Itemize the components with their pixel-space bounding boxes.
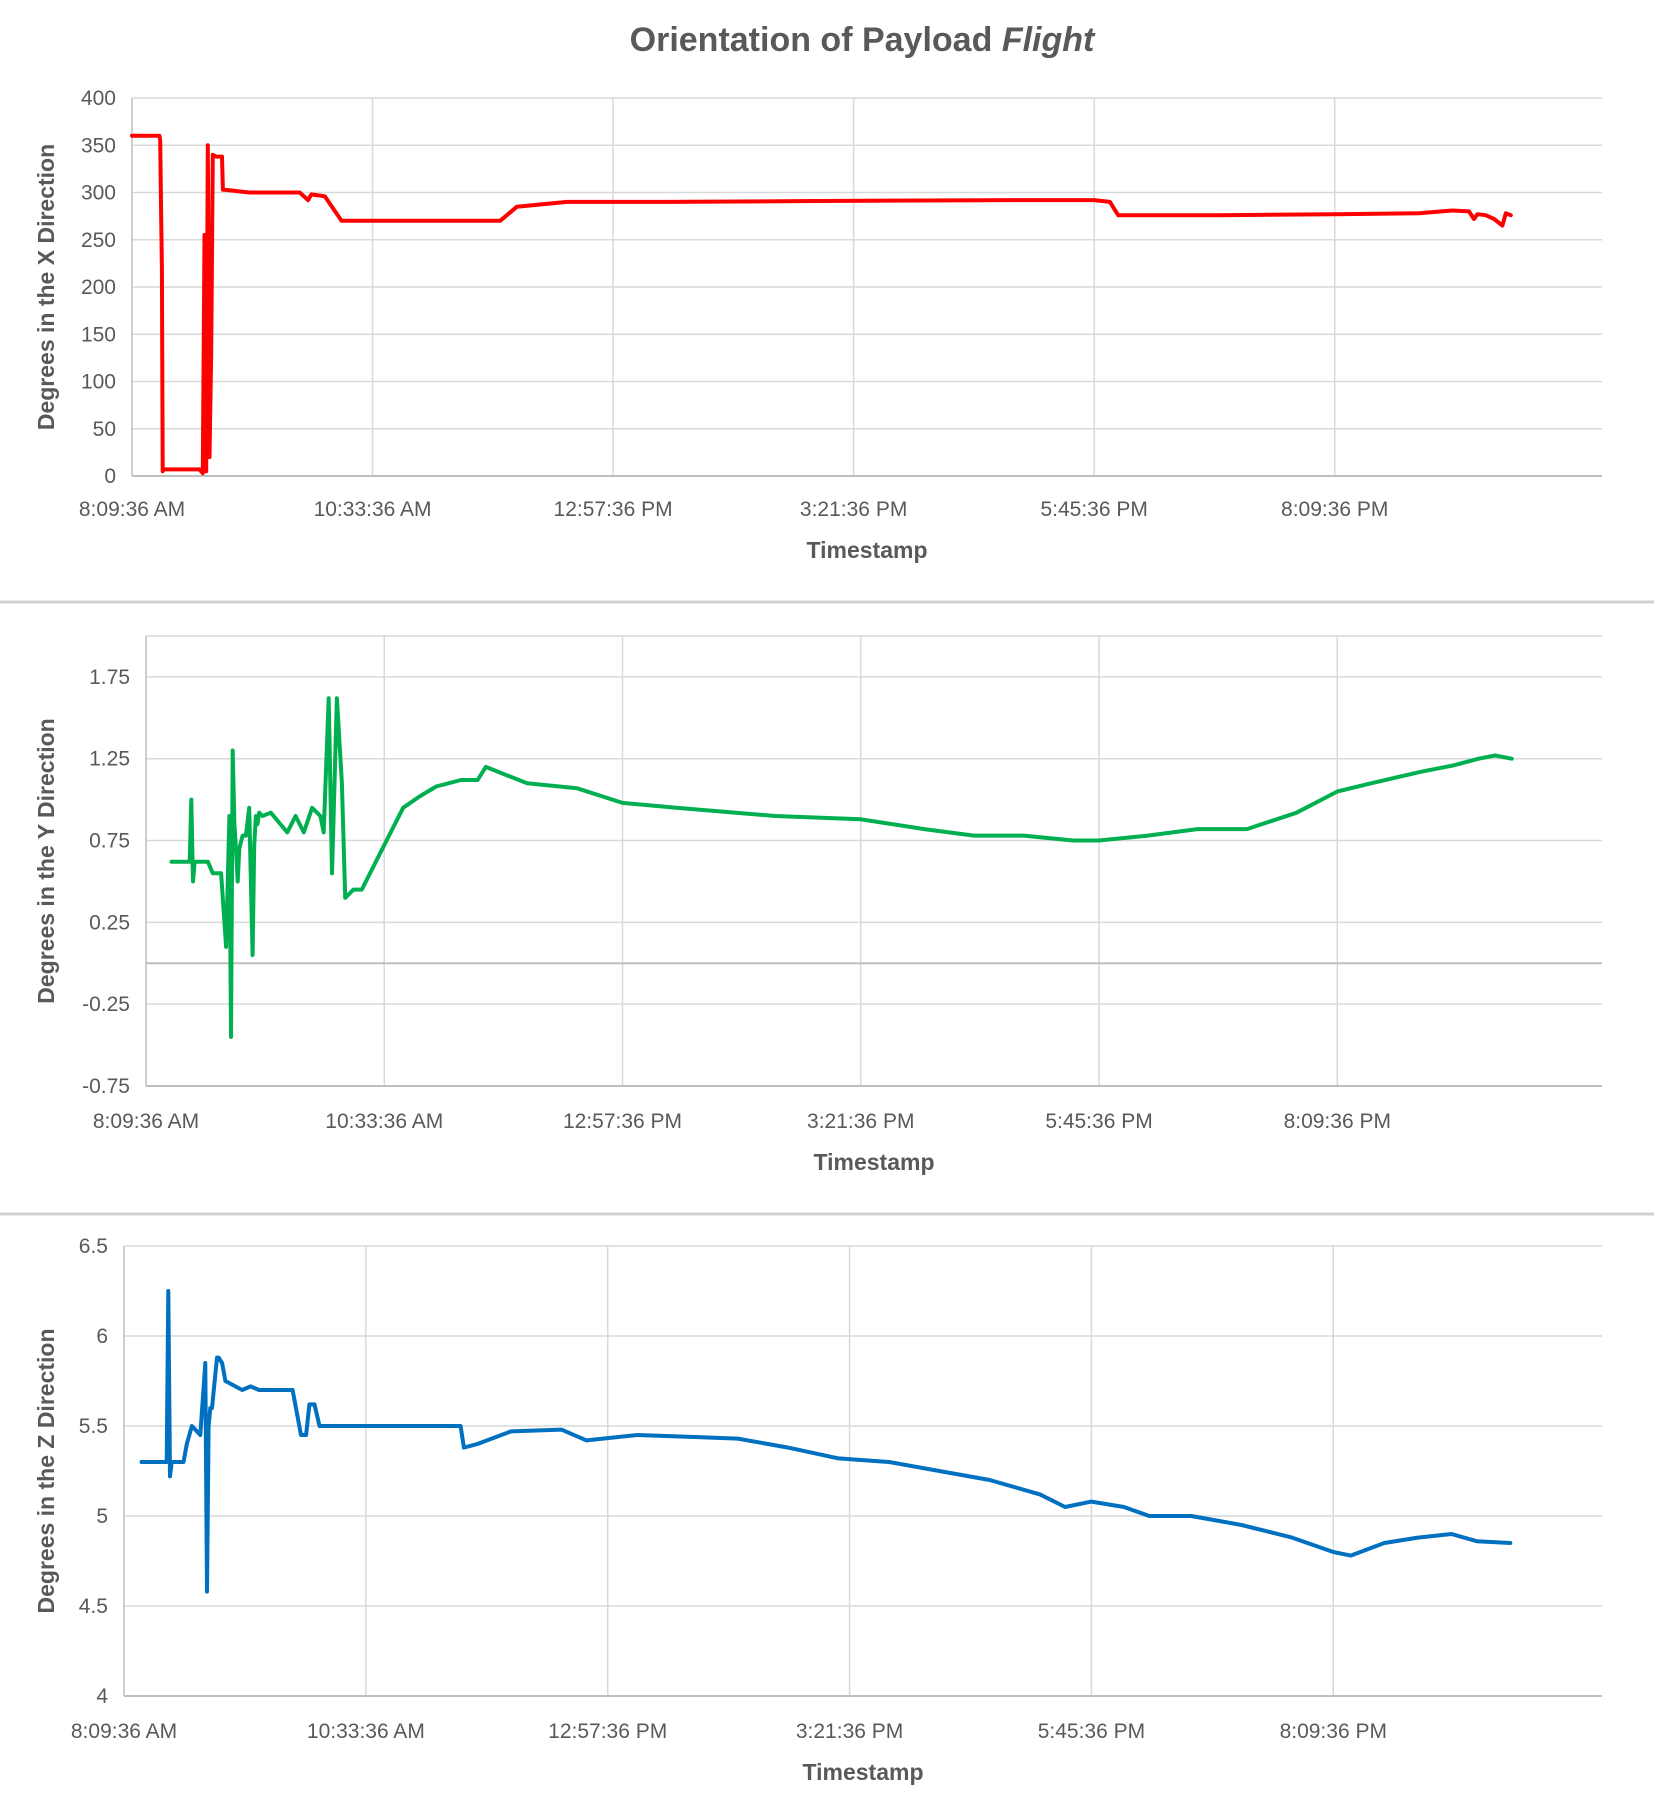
y-tick-label: 1.25 bbox=[89, 748, 130, 771]
y-tick-label: 0 bbox=[104, 465, 116, 488]
y-tick-label: 350 bbox=[81, 134, 116, 157]
y-tick-label: 5 bbox=[96, 1505, 108, 1528]
x-tick-label: 8:09:36 AM bbox=[79, 498, 185, 521]
series-line bbox=[130, 133, 1513, 476]
chart-title-italic: Flight bbox=[1002, 21, 1096, 59]
y-tick-label: 400 bbox=[81, 87, 116, 110]
y-tick-label: 5.5 bbox=[79, 1415, 108, 1438]
series-line bbox=[169, 696, 1514, 1039]
x-tick-label: 10:33:36 AM bbox=[325, 1110, 443, 1133]
x-tick-label: 12:57:36 PM bbox=[563, 1110, 682, 1133]
y-tick-label: 250 bbox=[81, 229, 116, 252]
chart-title-main: Orientation of Payload bbox=[630, 21, 1002, 59]
y-tick-label: -0.75 bbox=[82, 1075, 130, 1098]
chart-panel-3: 4 4.5 5 5.5 6 6.5 8:09:36 AM 10:33:36 AM 12:57:3… bbox=[33, 1235, 1602, 1785]
y-tick-label: 100 bbox=[81, 371, 116, 394]
y-tick-label: 300 bbox=[81, 182, 116, 205]
x-tick-label: 8:09:36 AM bbox=[93, 1110, 199, 1133]
x-tick-label: 8:09:36 PM bbox=[1284, 1110, 1391, 1133]
y-tick-label: 1.75 bbox=[89, 666, 130, 689]
y-tick-label: 200 bbox=[81, 276, 116, 299]
x-tick-label: 10:33:36 AM bbox=[314, 498, 432, 521]
y-tick-label: 6 bbox=[96, 1325, 108, 1348]
x-tick-label: 8:09:36 AM bbox=[71, 1720, 177, 1743]
x-tick-label: 12:57:36 PM bbox=[554, 498, 673, 521]
x-axis-title: Timestamp bbox=[813, 1149, 934, 1175]
y-axis-title: Degrees in the X Direction bbox=[33, 144, 59, 430]
x-tick-label: 3:21:36 PM bbox=[807, 1110, 914, 1133]
x-tick-label: 5:45:36 PM bbox=[1045, 1110, 1152, 1133]
x-tick-label: 8:09:36 PM bbox=[1281, 498, 1388, 521]
y-tick-label: 0.25 bbox=[89, 911, 130, 934]
chart-title: Orientation of Payload Flight bbox=[630, 21, 1096, 59]
y-tick-label: 50 bbox=[93, 418, 116, 441]
x-tick-label: 5:45:36 PM bbox=[1038, 1720, 1145, 1743]
chart-panel-2: -0.75 -0.25 0.25 0.75 1.25 1.75 8:09:36 AM 10:3… bbox=[33, 635, 1602, 1175]
y-tick-label: 150 bbox=[81, 323, 116, 346]
x-tick-label: 12:57:36 PM bbox=[548, 1720, 667, 1743]
x-tick-label: 5:45:36 PM bbox=[1040, 498, 1147, 521]
x-tick-label: 10:33:36 AM bbox=[307, 1720, 425, 1743]
y-tick-label: 0.75 bbox=[89, 830, 130, 853]
x-tick-label: 3:21:36 PM bbox=[796, 1720, 903, 1743]
chart-panel-1: 0 50 100 150 200 250 300 350 400 8:09:36 AM 10:33:… bbox=[33, 87, 1602, 563]
y-tick-label: 6.5 bbox=[79, 1235, 108, 1258]
y-axis-title: Degrees in the Z Direction bbox=[33, 1328, 59, 1613]
y-tick-label: -0.25 bbox=[82, 993, 130, 1016]
y-tick-label: 4.5 bbox=[79, 1595, 108, 1618]
x-tick-label: 8:09:36 PM bbox=[1280, 1720, 1387, 1743]
y-tick-label: 4 bbox=[96, 1685, 108, 1708]
y-axis-title: Degrees in the Y Direction bbox=[33, 718, 59, 1003]
x-tick-label: 3:21:36 PM bbox=[800, 498, 907, 521]
x-axis-title: Timestamp bbox=[806, 537, 927, 563]
series-line bbox=[139, 1289, 1513, 1594]
x-axis-title: Timestamp bbox=[802, 1759, 923, 1785]
